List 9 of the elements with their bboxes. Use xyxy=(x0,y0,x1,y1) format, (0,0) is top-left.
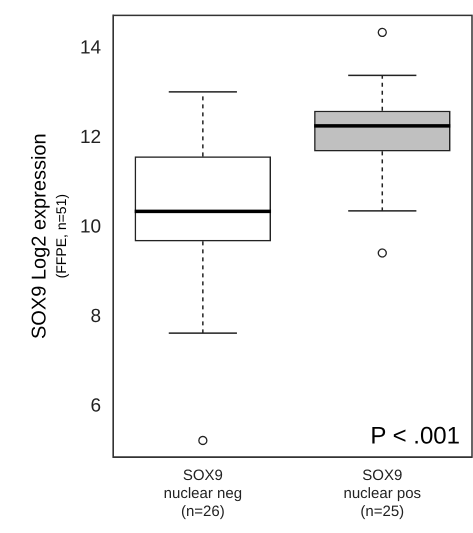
y-tick-label: 12 xyxy=(80,127,102,148)
annotation: P < .001 xyxy=(370,422,460,450)
y-tick-label: 8 xyxy=(90,306,102,328)
y-tick-label: 10 xyxy=(80,216,102,238)
x-tick-label: SOX9 nuclear neg (n=26) xyxy=(164,467,242,520)
x-tick-label: SOX9 nuclear pos (n=25) xyxy=(344,467,422,520)
y-tick-label: 6 xyxy=(90,396,102,417)
y-axis-title: SOX9 Log2 expression (FFPE, n=51) xyxy=(28,133,69,340)
y-tick-label: 14 xyxy=(80,38,102,59)
